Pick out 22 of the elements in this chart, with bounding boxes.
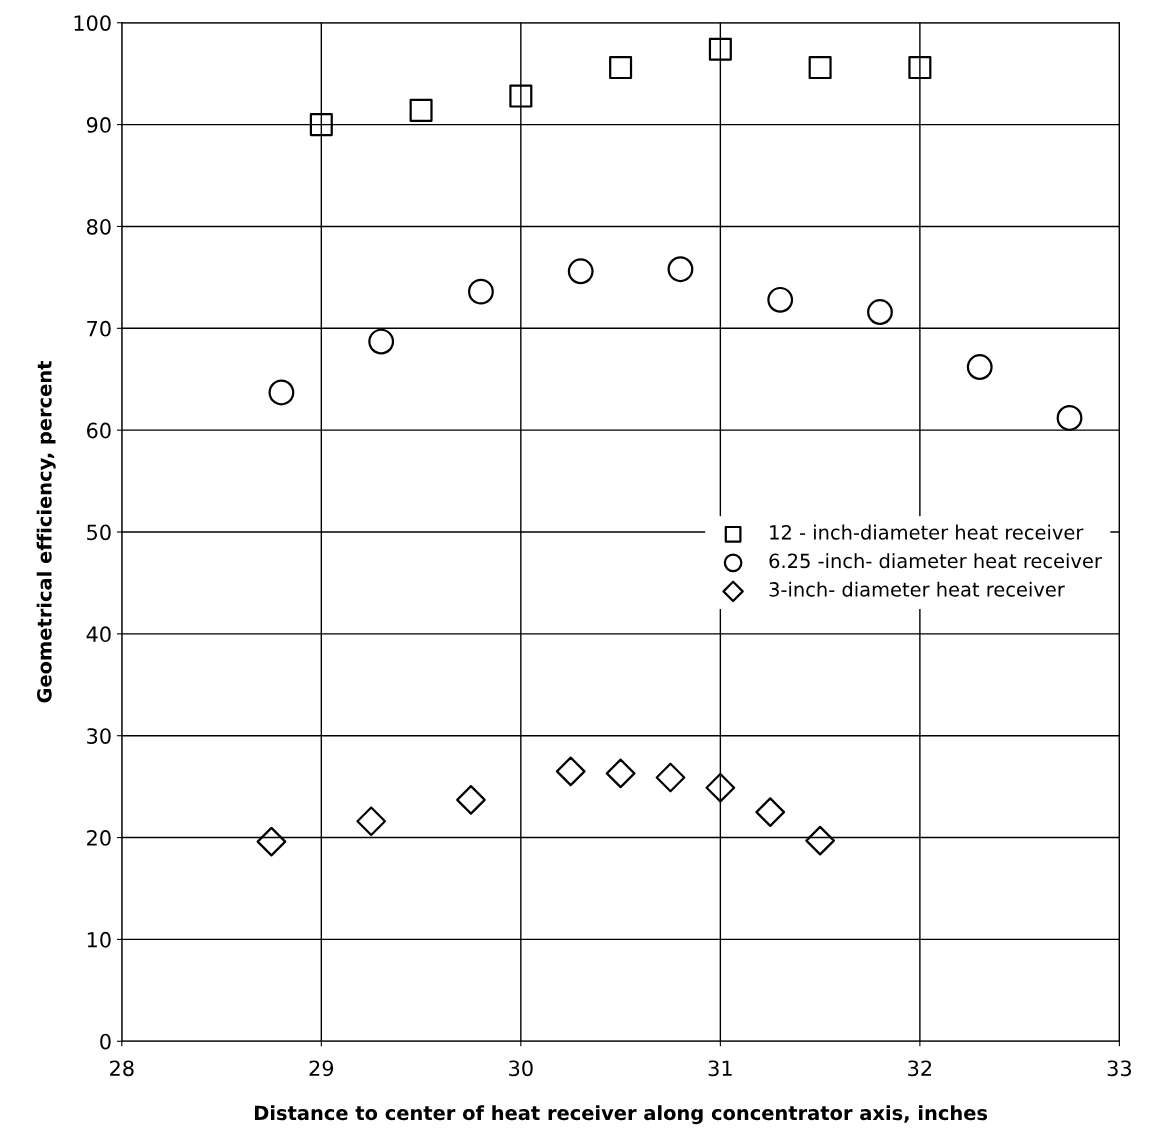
y-tick-label: 10	[87, 931, 111, 948]
x-axis-title: Distance to center of heat receiver along concentrator axis, inches	[254, 1105, 988, 1125]
y-tick-label: 70	[87, 320, 111, 337]
x-tick-label: 32	[908, 1060, 932, 1077]
x-tick-label: 29	[309, 1060, 334, 1077]
x-tick-label: 31	[708, 1060, 732, 1077]
legend-label: 6.25 -inch- diameter heat receiver	[769, 553, 1102, 569]
legend-label: 12 - inch-diameter heat receiver	[770, 524, 1084, 540]
y-tick-label: 30	[87, 728, 111, 744]
x-tick-label: 30	[509, 1060, 533, 1077]
legend-label: 3-inch- diameter heat receiver	[769, 581, 1065, 597]
y-axis-title: Geometrical efficiency, percent	[36, 360, 56, 703]
y-tick-label: 40	[86, 626, 111, 643]
y-tick-label: 90	[86, 117, 111, 133]
y-tick-label: 80	[86, 218, 111, 235]
y-tick-label: 20	[87, 830, 111, 846]
y-tick-label: 100	[74, 15, 111, 31]
y-tick-label: 50	[87, 524, 111, 541]
x-tick-label: 28	[110, 1060, 134, 1077]
y-tick-label: 60	[87, 422, 111, 439]
y-tick-label: 0	[100, 1033, 111, 1050]
x-tick-label: 33	[1107, 1060, 1131, 1077]
